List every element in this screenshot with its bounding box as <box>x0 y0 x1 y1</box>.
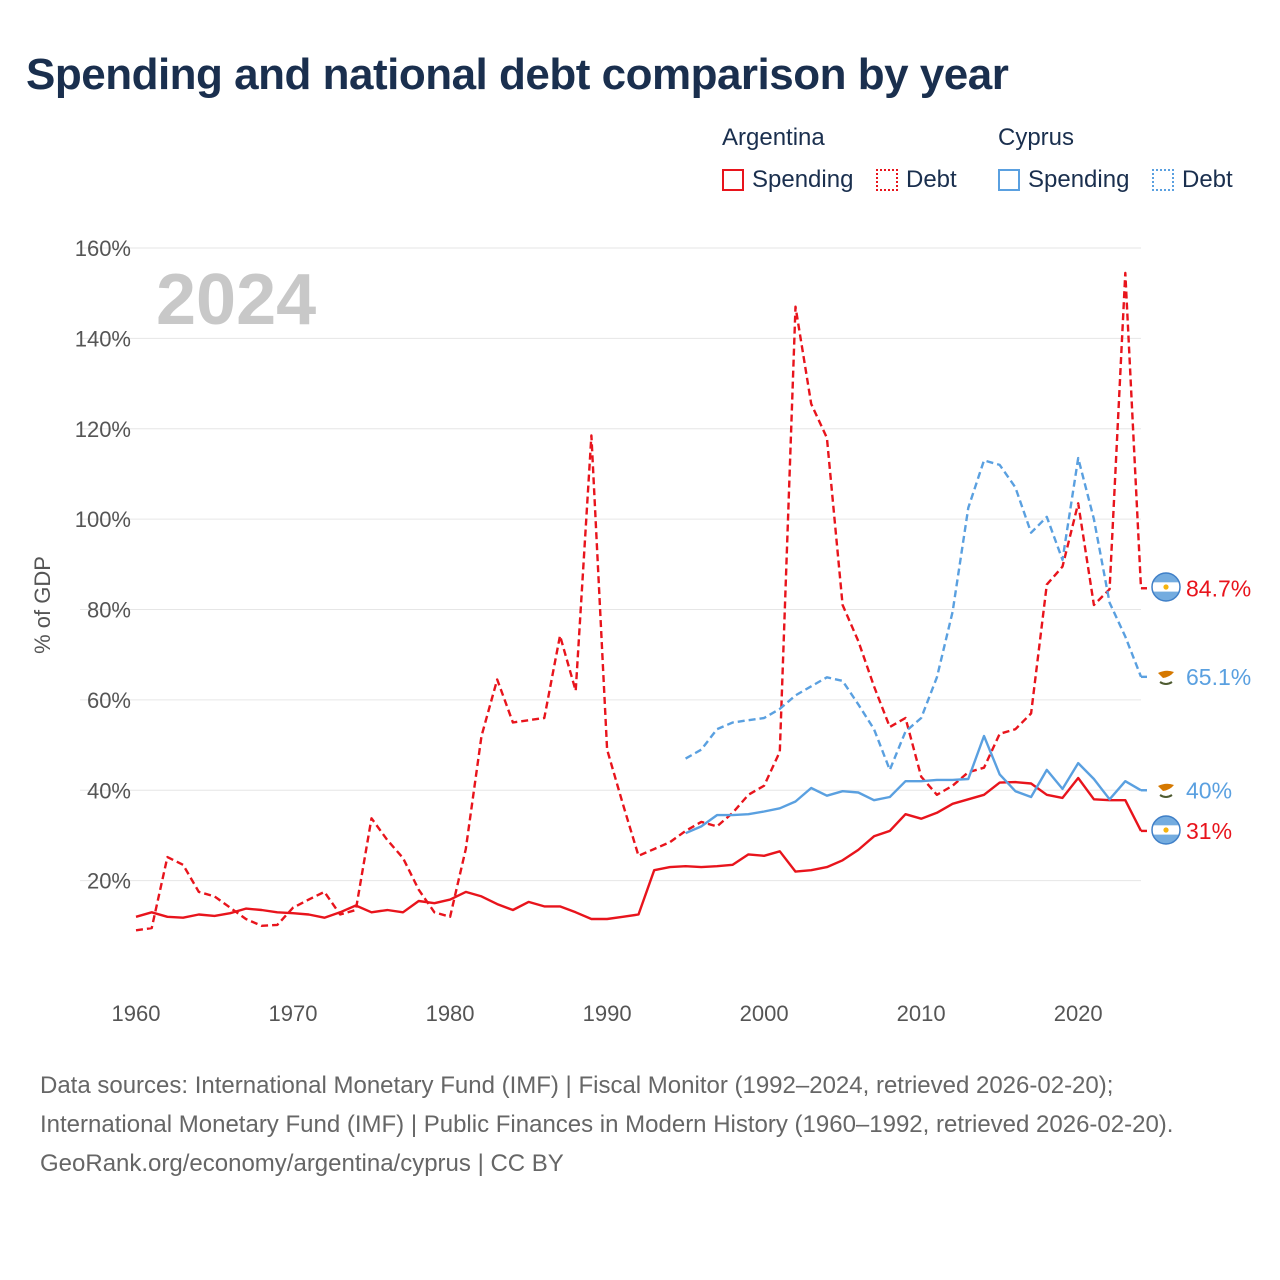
series-line-argentina-spending <box>135 776 1143 921</box>
series-line-cyprus-debt <box>685 456 1143 772</box>
legend-swatch-dotted <box>876 169 898 191</box>
legend-label: Spending <box>1028 166 1130 193</box>
source-credit-link[interactable]: GeoRank.org/economy/argentina/cyprus | C… <box>40 1150 564 1177</box>
y-tick-label: 40% <box>87 778 131 803</box>
y-axis: 20% 40% 60% 80% 100% 120% 140% 160% <box>75 236 131 894</box>
y-tick-label: 160% <box>75 236 131 261</box>
end-value-label: 31% <box>1186 818 1232 844</box>
x-tick-label: 1970 <box>269 1001 318 1026</box>
series-line-cyprus-spending <box>685 734 1142 835</box>
argentina-flag-icon <box>1151 572 1181 602</box>
chart-title: Spending and national debt comparison by… <box>26 50 1009 99</box>
line-chart: 20% 40% 60% 80% 100% 120% 140% 160% 1960 1970 198… <box>30 236 1251 1026</box>
legend-item-cyprus-spending[interactable]: Spending <box>998 166 1129 194</box>
cyprus-flag-icon <box>1154 665 1178 689</box>
legend-label: Debt <box>1182 166 1233 193</box>
x-tick-label: 1980 <box>426 1001 475 1026</box>
x-tick-label: 2000 <box>740 1001 789 1026</box>
legend-swatch-solid <box>998 169 1020 191</box>
legend-label: Spending <box>752 166 854 193</box>
y-tick-label: 60% <box>87 688 131 713</box>
legend-label: Debt <box>906 166 957 193</box>
y-axis-label: % of GDP <box>30 556 55 654</box>
x-tick-label: 2010 <box>897 1001 946 1026</box>
gridlines <box>80 247 1141 882</box>
legend-country-argentina: Argentina <box>722 124 825 151</box>
legend-swatch-solid <box>722 169 744 191</box>
x-axis: 1960 1970 1980 1990 2000 2010 2020 <box>112 1001 1103 1026</box>
legend-country-cyprus: Cyprus <box>998 124 1075 151</box>
year-label: 2024 <box>156 260 316 340</box>
legend-item-argentina-debt[interactable]: Debt <box>876 166 957 194</box>
y-tick-label: 100% <box>75 507 131 532</box>
end-value-label: 84.7% <box>1186 575 1251 601</box>
argentina-flag-icon <box>1151 815 1181 845</box>
y-tick-label: 80% <box>87 598 131 623</box>
end-value-label: 40% <box>1186 777 1232 803</box>
x-tick-label: 2020 <box>1054 1001 1103 1026</box>
x-tick-label: 1990 <box>583 1001 632 1026</box>
data-sources: Data sources: International Monetary Fun… <box>40 1072 1174 1138</box>
cyprus-flag-icon <box>1154 778 1178 802</box>
series-lines <box>135 271 1147 932</box>
footer: Data sources: International Monetary Fun… <box>40 1066 1240 1183</box>
legend-item-argentina-spending[interactable]: Spending <box>722 166 853 194</box>
end-labels: 84.7% 31% 65.1% 40% <box>1186 575 1251 844</box>
y-tick-label: 20% <box>87 869 131 894</box>
y-tick-label: 140% <box>75 326 131 351</box>
series-line-argentina-debt <box>135 271 1143 932</box>
y-tick-label: 120% <box>75 417 131 442</box>
legend-swatch-dotted <box>1152 169 1174 191</box>
x-tick-label: 1960 <box>112 1001 161 1026</box>
legend-item-cyprus-debt[interactable]: Debt <box>1152 166 1233 194</box>
end-value-label: 65.1% <box>1186 664 1251 690</box>
